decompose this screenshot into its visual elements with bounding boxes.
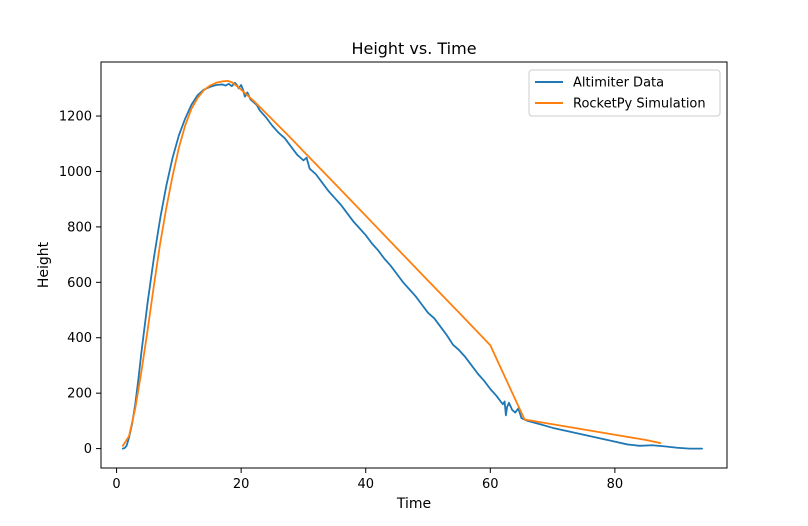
y-tick-label: 200 (67, 387, 92, 402)
y-tick-label: 400 (67, 331, 92, 346)
x-tick-label: 20 (233, 477, 250, 492)
legend-box (528, 69, 721, 117)
x-tick-label: 60 (482, 477, 499, 492)
x-tick-label: 40 (357, 477, 374, 492)
x-axis-ticks: 0 20 40 60 80 (112, 468, 623, 492)
y-axis-ticks: 0 200 400 600 800 1000 1200 (59, 110, 101, 457)
legend: Altimiter Data RocketPy Simulation (528, 69, 721, 117)
legend-label: Altimiter Data (573, 76, 664, 91)
y-tick-label: 800 (67, 220, 92, 235)
legend-label: RocketPy Simulation (573, 97, 706, 112)
y-tick-label: 1000 (59, 165, 92, 180)
series-line-rocketpy-simulation (121, 79, 662, 447)
plot-frame (100, 61, 728, 469)
series-line-altimiter-data (121, 81, 703, 450)
x-tick-label: 80 (607, 477, 624, 492)
chart-title: Height vs. Time (351, 39, 476, 58)
y-tick-label: 0 (84, 442, 92, 457)
x-axis-label: Time (396, 496, 431, 512)
y-axis-label: Height (36, 241, 52, 288)
series-layer (121, 79, 703, 450)
y-tick-label: 1200 (59, 110, 92, 125)
x-tick-label: 0 (112, 477, 120, 492)
y-tick-label: 600 (67, 276, 92, 291)
